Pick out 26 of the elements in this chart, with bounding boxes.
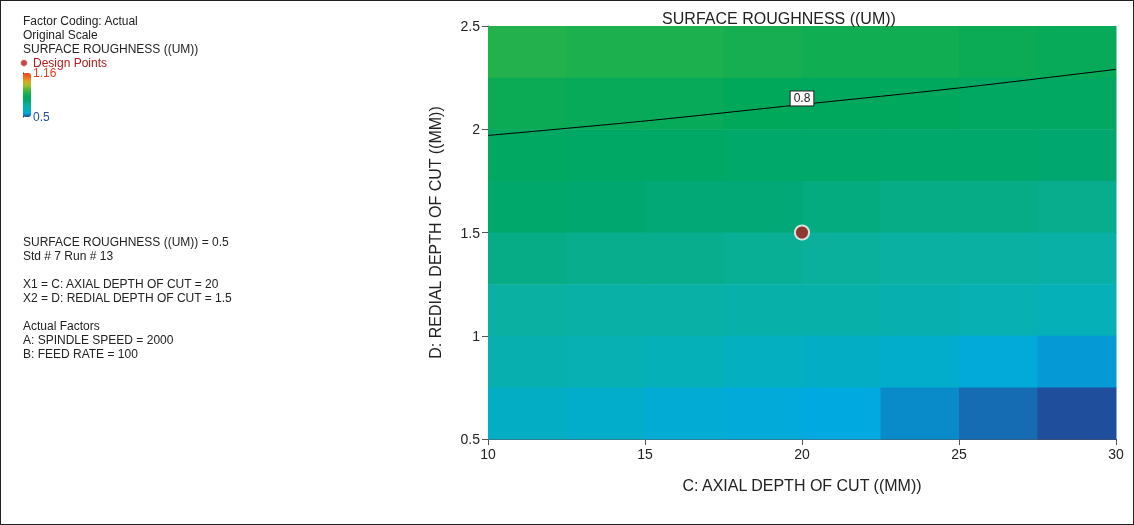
x-tick-label: 10 <box>480 446 496 462</box>
y-tick-label: 0.5 <box>460 431 481 447</box>
x-axis-title: C: AXIAL DEPTH OF CUT ((MM)) <box>682 476 922 494</box>
x-tick-label: 25 <box>951 446 967 462</box>
y-tick-label: 1.5 <box>460 224 481 241</box>
y-axis-title: D: REDIAL DEPTH OF CUT ((MM)) <box>426 106 444 359</box>
text: X2 = D: REDIAL DEPTH OF CUT = 1.5 <box>23 291 233 305</box>
y-tick-label: 2.5 <box>460 18 481 34</box>
line-series <box>487 68 1117 136</box>
text: Original Scale <box>23 28 99 42</box>
x-tick-label: 15 <box>637 446 653 462</box>
annotation: 0.8 <box>793 91 811 106</box>
text: SURFACE ROUGHNESS ((UM)) <box>23 42 199 56</box>
text: B: FEED RATE = 100 <box>23 347 139 361</box>
text: Factor Coding: Actual <box>23 14 138 28</box>
x-tick-label: 20 <box>794 446 810 462</box>
text: Std # 7 Run # 13 <box>23 249 114 263</box>
chart-title: SURFACE ROUGHNESS ((UM)) <box>662 9 896 27</box>
y-tick-label: 2 <box>472 121 481 138</box>
text: Actual Factors <box>23 319 100 333</box>
text: A: SPINDLE SPEED = 2000 <box>23 333 174 347</box>
text: SURFACE ROUGHNESS ((UM)) = 0.5 <box>23 235 230 249</box>
x-tick-label: 30 <box>1108 446 1124 462</box>
y-tick-label: 1 <box>472 327 481 344</box>
color-bar-label: 0.5 <box>33 110 51 124</box>
text: X1 = C: AXIAL DEPTH OF CUT = 20 <box>23 277 219 291</box>
